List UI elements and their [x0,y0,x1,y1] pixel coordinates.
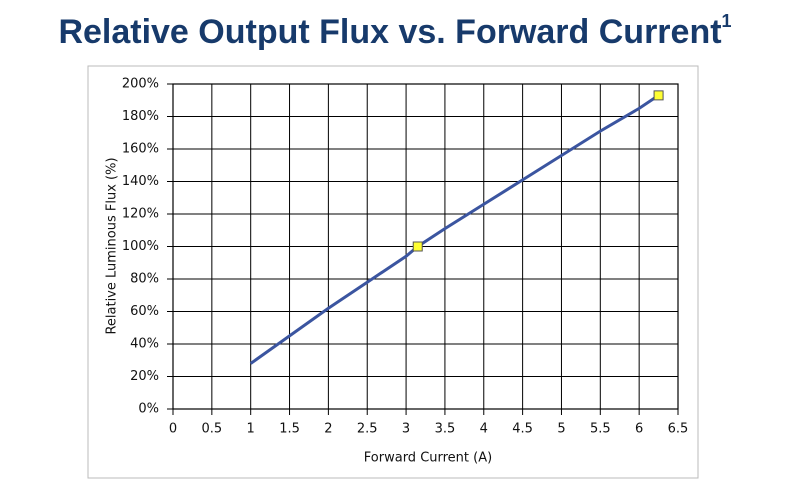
x-tick-label: 1.5 [279,422,300,437]
x-tick-label: 4.5 [512,422,533,437]
data-line [249,94,660,365]
y-tick-label: 80% [130,272,159,287]
y-axis-label: Relative Luminous Flux (%) [105,157,120,334]
data-marker [653,90,664,101]
y-tick-label: 20% [130,369,159,384]
y-tick-label: 40% [130,337,159,352]
x-tick-label: 5.5 [590,422,611,437]
data-marker [412,241,423,252]
x-tick-label: 3 [402,422,410,437]
x-tick-label: 3.5 [435,422,456,437]
chart-frame [87,65,699,479]
y-tick-label: 0% [138,402,159,417]
x-tick-label: 5 [557,422,565,437]
y-tick-label: 200% [122,77,159,92]
y-tick-label: 160% [122,142,159,157]
y-tick-label: 180% [122,109,159,124]
y-tick-label: 100% [122,239,159,254]
plot-border [172,83,679,410]
x-tick-label: 6.5 [668,422,689,437]
y-tick-label: 120% [122,207,159,222]
x-axis-label: Forward Current (A) [364,451,492,466]
y-tick-label: 140% [122,174,159,189]
x-tick-label: 4 [480,422,488,437]
x-tick-label: 0 [169,422,177,437]
y-tick-label: 60% [130,304,159,319]
x-tick-label: 0.5 [202,422,223,437]
x-tick-label: 6 [635,422,643,437]
x-tick-label: 2.5 [357,422,378,437]
title-superscript: 1 [722,11,732,31]
chart-title: Relative Output Flux vs. Forward Current… [58,11,731,51]
x-tick-label: 2 [324,422,332,437]
x-tick-label: 1 [247,422,255,437]
title-text: Relative Output Flux vs. Forward Current [58,13,721,51]
